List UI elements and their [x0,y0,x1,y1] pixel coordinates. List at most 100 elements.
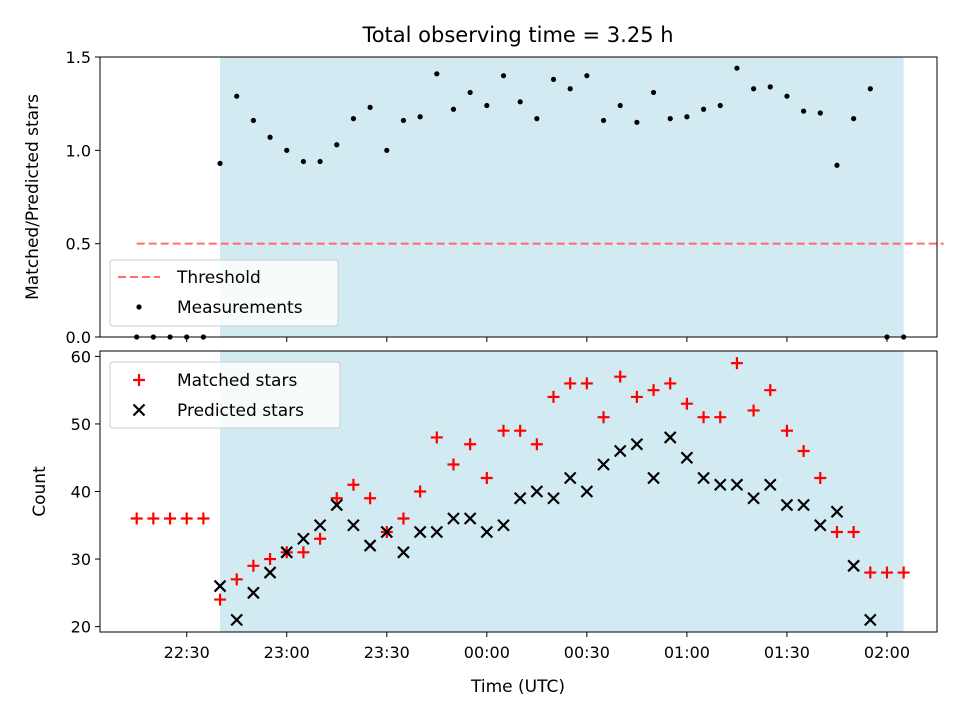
x-tick-label: 23:30 [364,643,410,662]
predicted-star-point [313,518,327,532]
measurement-point [284,147,290,153]
predicted-star-point [830,505,844,519]
matched-star-point [814,471,827,484]
predicted-star-point [230,613,243,627]
predicted-star-point [763,478,777,492]
measurement-point [801,108,807,114]
predicted-star-point [864,613,877,627]
matched-star-point [880,566,893,579]
predicted-star-point [263,566,277,579]
measurement-point [434,71,440,77]
matched-star-point [180,512,193,525]
matched-star-point [497,424,510,437]
measurement-point [667,116,673,122]
matched-star-point [330,492,343,505]
matched-star-point [614,370,627,383]
matched-star-point [447,458,460,471]
count-panel-axes: 20 30 40 50 60 22:30 23:00 23:30 00:00 00:30 01:00… [71,347,910,662]
count-legend: Matched stars Predicted stars [109,361,341,429]
predicted-star-point [280,546,294,559]
x-tick-label: 22:30 [164,643,210,662]
predicted-star-point [363,539,377,552]
ratio-panel-axes: 0.0 0.5 1.0 1.5 [66,48,888,347]
measurement-point [350,116,357,122]
predicted-star-point [413,525,427,539]
y-tick-label: 0.5 [66,235,91,254]
predicted-star-point [597,458,610,471]
matched-star-point [830,526,843,539]
measurement-point [417,114,423,120]
measurement-point [500,73,507,79]
predicted-star-point [380,525,394,539]
ratio-series-layer [134,65,944,340]
y-tick-label: 1.0 [66,141,91,160]
count-series-layer [130,357,910,627]
measurement-point [584,73,590,79]
measurement-point [234,93,240,99]
matched-star-point [514,424,527,437]
matched-star-point [714,411,727,424]
matched-star-point [130,512,143,525]
predicted-star-point [613,444,627,458]
y-tick-label: 40 [71,483,91,502]
count-y-axis-label: Count [30,466,50,517]
matched-star-point [647,384,660,397]
x-tick-label: 00:00 [464,643,510,662]
matched-star-point [564,377,577,390]
ratio-y-axis-label: Matched/Predicted stars [23,94,43,300]
x-tick-label: 01:00 [664,643,710,662]
legend-matched-swatch [133,374,145,386]
x-axis-label: Time (UTC) [470,677,565,697]
measurement-point [334,142,340,148]
matched-star-point [314,532,327,545]
measurement-point [534,116,540,122]
measurement-point [267,134,273,140]
legend-matched-label: Matched stars [177,371,297,391]
legend-predicted-label: Predicted stars [177,401,304,421]
legend-threshold-label: Threshold [176,268,261,288]
predicted-star-point [430,525,444,539]
measurement-point [867,86,873,92]
measurement-point [367,104,373,110]
ratio-legend: Threshold Measurements [109,259,339,327]
y-tick-label: 30 [71,550,91,569]
matched-star-point [530,438,543,451]
matched-star-point [264,553,277,566]
measurement-point [634,119,640,125]
matched-star-point [664,377,677,390]
predicted-star-point [713,478,727,492]
y-tick-label: 20 [71,618,91,637]
matched-star-point [580,377,593,390]
matched-star-point [164,512,177,525]
measurement-point [750,86,757,92]
measurement-point [384,147,390,153]
matched-star-point [147,512,160,525]
predicted-star-point [780,498,794,512]
measurement-point [317,158,323,165]
matched-star-point [480,471,493,484]
measurement-point [400,117,407,124]
measurement-point [600,117,607,124]
predicted-star-point [463,512,477,525]
predicted-star-point [513,491,527,505]
predicted-star-point [330,498,344,512]
ratio-panel: 0.0 0.5 1.0 1.5 Matched/Predicted stars Thr… [23,48,944,347]
measurement-point [467,89,473,96]
measurement-point [650,89,657,96]
matched-star-point [197,512,210,525]
measurement-point [684,114,690,120]
x-tick-label: 23:00 [264,643,310,662]
matched-star-point [230,573,243,586]
predicted-star-point [447,512,460,525]
ratio-panel-frame [99,56,938,338]
predicted-star-point [814,518,827,532]
measurement-point [767,84,773,90]
matched-star-point [847,526,860,539]
y-tick-label: 0.0 [66,328,91,347]
matched-star-point [730,357,743,370]
measurement-point [617,102,623,109]
x-tick-label: 01:30 [764,643,810,662]
predicted-star-point [347,518,360,532]
measurement-point [517,99,523,105]
